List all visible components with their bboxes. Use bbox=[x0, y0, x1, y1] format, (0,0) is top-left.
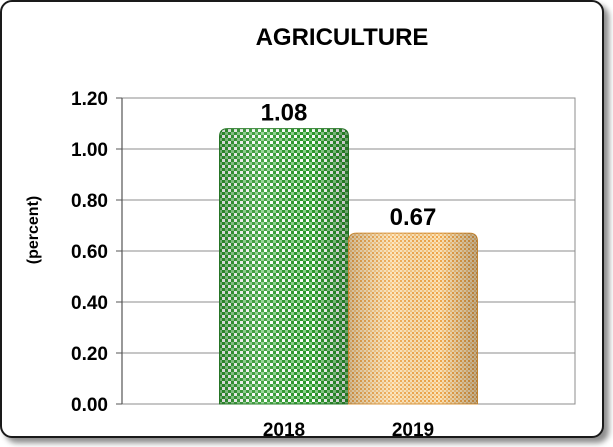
y-tick-label: 1.00 bbox=[71, 140, 108, 161]
bar-shading bbox=[348, 233, 478, 404]
y-tick-label: 1.20 bbox=[71, 89, 108, 110]
x-tick-label: 2018 bbox=[263, 420, 305, 441]
y-tick-label: 0.60 bbox=[71, 242, 108, 263]
y-tick-label: 0.80 bbox=[71, 191, 108, 212]
chart-title: AGRICULTURE bbox=[256, 24, 429, 51]
data-label: 0.67 bbox=[390, 204, 437, 231]
y-tick-label: 0.00 bbox=[71, 395, 108, 416]
x-tick-label: 2019 bbox=[392, 420, 434, 441]
data-label: 1.08 bbox=[261, 100, 308, 127]
y-tick-label: 0.20 bbox=[71, 344, 108, 365]
bar-shading bbox=[219, 128, 349, 404]
y-axis-label: (percent) bbox=[25, 196, 42, 264]
y-tick-label: 0.40 bbox=[71, 293, 108, 314]
